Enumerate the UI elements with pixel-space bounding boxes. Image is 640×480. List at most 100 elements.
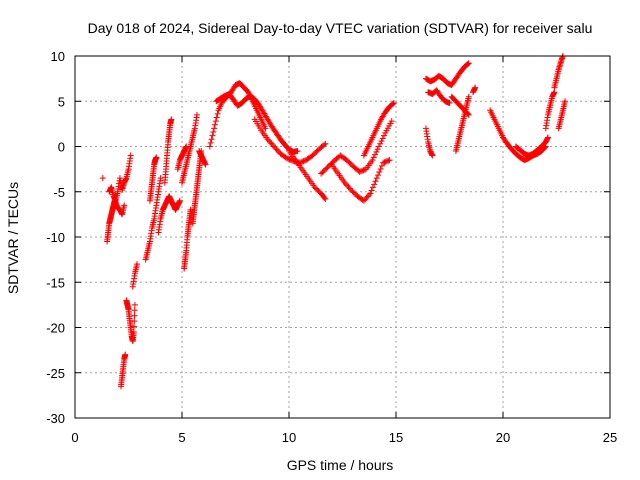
series-arc-d	[123, 297, 138, 345]
data-point	[343, 157, 350, 164]
x-tick-label: 15	[389, 430, 403, 445]
series-arc-f	[142, 175, 164, 263]
data-point	[386, 157, 393, 164]
data-point	[214, 110, 221, 117]
data-point	[131, 318, 138, 325]
data-point	[319, 169, 326, 176]
y-tick-label: 0	[58, 140, 65, 155]
data-point	[130, 329, 137, 336]
axis-ticks	[74, 55, 611, 419]
data-point	[381, 132, 388, 139]
data-point	[207, 139, 214, 146]
data-point	[312, 185, 319, 192]
series-arc-u	[360, 100, 397, 159]
data-point	[341, 179, 348, 186]
data-point	[193, 111, 200, 118]
data-point	[446, 100, 453, 107]
data-point	[357, 168, 364, 175]
series-arc-ac	[512, 134, 551, 159]
data-point	[312, 150, 319, 157]
data-point	[368, 187, 375, 194]
data-point	[324, 164, 331, 171]
data-point	[360, 197, 367, 204]
data-point	[157, 175, 164, 182]
data-point	[562, 98, 569, 105]
data-point	[377, 140, 384, 147]
data-point	[283, 155, 290, 162]
data-point	[310, 151, 317, 158]
data-point	[372, 178, 379, 185]
data-point	[134, 261, 141, 268]
y-tick-label: -10	[46, 230, 65, 245]
data-point	[345, 184, 352, 191]
data-point	[314, 186, 321, 193]
series-arc-k	[179, 111, 200, 186]
y-tick-label: -30	[46, 411, 65, 426]
series-arc-x	[422, 125, 436, 159]
data-point	[348, 186, 355, 193]
x-tick-label: 20	[496, 430, 510, 445]
y-tick-label: -15	[46, 275, 65, 290]
x-axis-title: GPS time / hours	[287, 457, 394, 473]
data-point	[313, 148, 320, 155]
data-point	[321, 141, 328, 148]
data-point	[265, 137, 272, 144]
data-point	[212, 118, 219, 125]
data-point	[360, 167, 367, 174]
x-tick-labels: 0 5 10 15 20 25	[71, 430, 617, 445]
y-tick-label: -20	[46, 321, 65, 336]
series-arc-t	[328, 157, 393, 204]
data-point	[131, 312, 138, 319]
data-point	[121, 202, 128, 209]
data-point	[366, 192, 373, 199]
data-point	[362, 196, 369, 203]
data-point	[378, 138, 385, 145]
data-point	[272, 144, 279, 151]
data-point	[206, 143, 213, 150]
data-point	[378, 162, 385, 169]
data-point	[264, 136, 271, 143]
data-point	[347, 160, 354, 167]
x-tick-label: 5	[178, 430, 185, 445]
data-point	[363, 194, 370, 201]
data-point	[262, 125, 269, 132]
data-point	[209, 132, 216, 139]
data-point	[472, 84, 479, 91]
data-point	[122, 351, 129, 358]
series-early-isolated	[99, 175, 106, 182]
y-tick-label: -25	[46, 366, 65, 381]
series-arc-z	[448, 93, 472, 118]
series-arc-w	[425, 87, 453, 107]
data-point	[364, 193, 371, 200]
data-point	[372, 151, 379, 158]
data-point	[544, 134, 551, 141]
chart-title: Day 018 of 2024, Sidereal Day-to-day VTE…	[88, 20, 593, 36]
data-point	[321, 166, 328, 173]
data-point	[345, 158, 352, 165]
series-arc-a	[104, 197, 128, 245]
data-point	[273, 146, 280, 153]
data-point	[285, 155, 292, 162]
series-arc-v	[422, 60, 472, 88]
data-point	[315, 188, 322, 195]
data-point	[465, 111, 472, 118]
data-points	[99, 53, 569, 390]
data-point	[168, 116, 175, 123]
series-arc-s	[318, 118, 395, 177]
data-point	[370, 154, 377, 161]
series-arc-n	[196, 148, 209, 168]
data-point	[269, 142, 276, 149]
x-tick-label: 0	[71, 430, 78, 445]
data-point	[384, 158, 391, 165]
series-arc-r	[286, 148, 329, 202]
data-point	[465, 93, 472, 100]
data-point	[375, 143, 382, 150]
series-arc-c	[118, 351, 129, 390]
y-tick-label: 5	[58, 94, 65, 109]
data-point	[390, 100, 397, 107]
y-tick-labels: -30 -25 -20 -15 -10 -5 0 5 10	[46, 49, 65, 426]
data-point	[311, 184, 318, 191]
data-point	[211, 121, 218, 128]
data-point	[381, 159, 388, 166]
data-point	[274, 147, 281, 154]
